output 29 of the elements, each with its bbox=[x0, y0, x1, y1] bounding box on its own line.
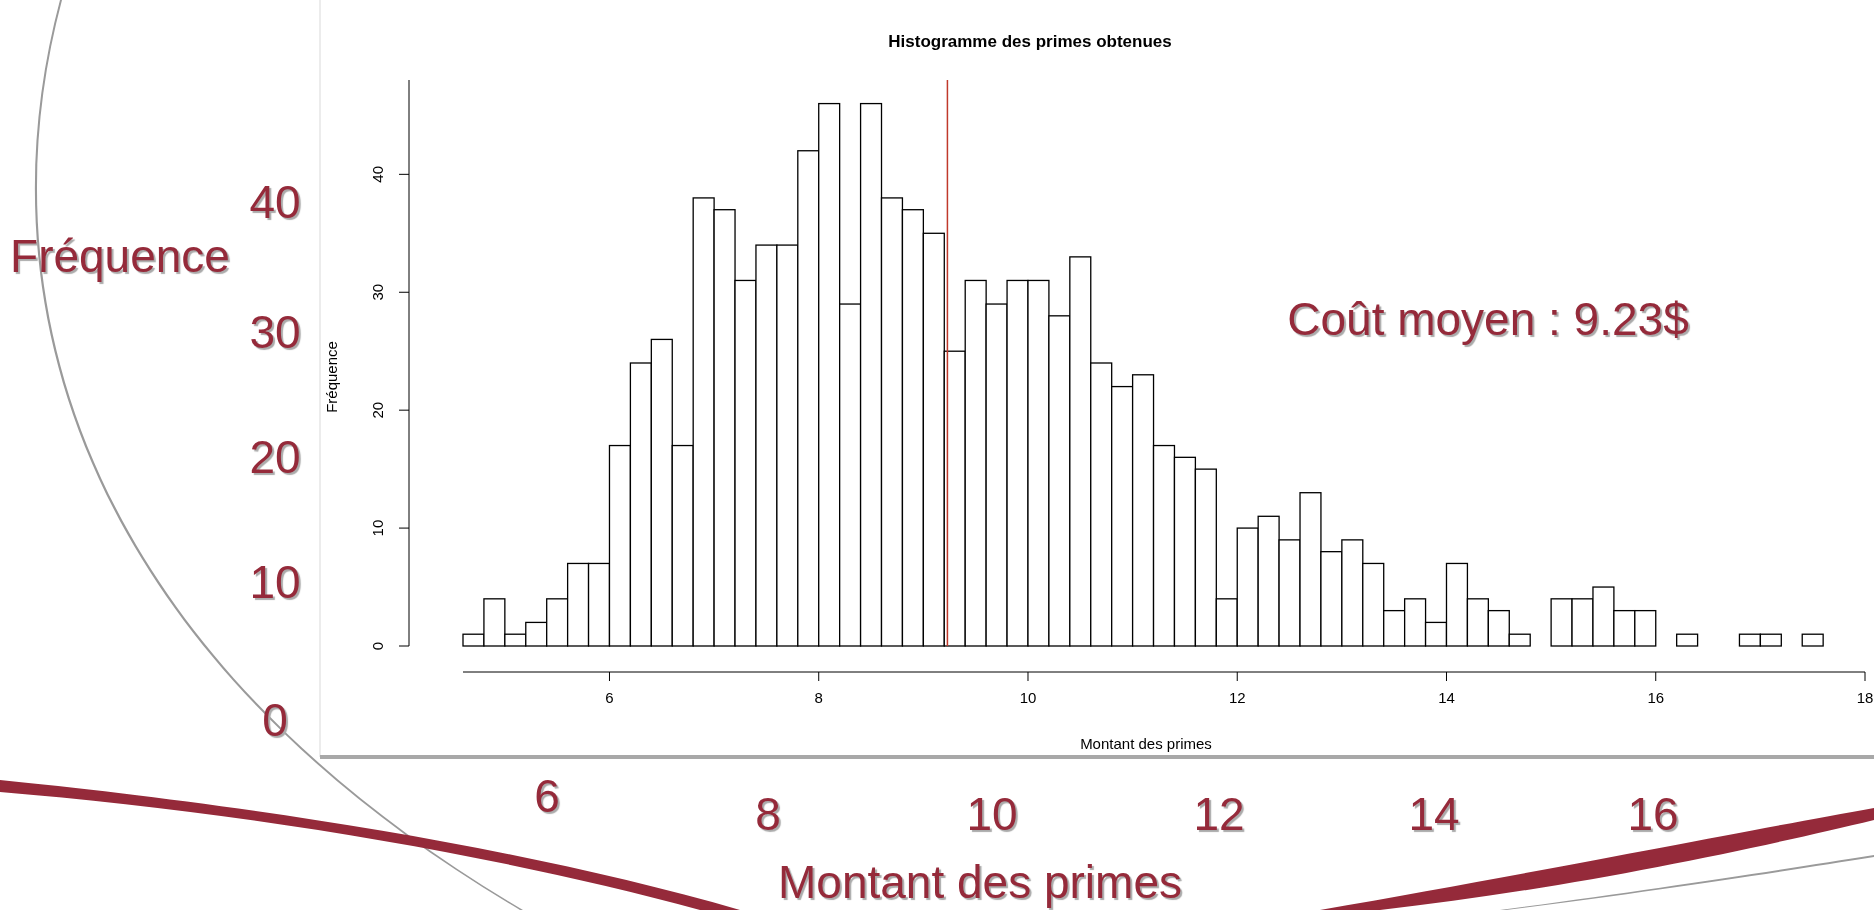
text: 0 bbox=[262, 694, 288, 746]
x-tick-label: 6 bbox=[605, 689, 614, 706]
x-tick-label: 12 bbox=[1228, 689, 1246, 706]
y-axis-title: Fréquence bbox=[323, 341, 340, 413]
x-tick-label: 8 bbox=[814, 689, 823, 706]
text: 40 bbox=[249, 176, 301, 228]
text: 12 bbox=[1193, 788, 1245, 840]
text: 10 bbox=[966, 788, 1018, 840]
x-tick-label: 18 bbox=[1856, 689, 1874, 706]
text: Fréquence bbox=[10, 230, 230, 282]
text: 14 bbox=[1408, 788, 1460, 840]
x-tick-label: 10 bbox=[1019, 689, 1037, 706]
y-tick-label: 0 bbox=[369, 641, 386, 651]
x-tick-label: 16 bbox=[1647, 689, 1665, 706]
text: 6 bbox=[534, 770, 560, 822]
text: 20 bbox=[249, 431, 301, 483]
text: 8 bbox=[755, 788, 781, 840]
text: 10 bbox=[249, 556, 301, 608]
y-tick-label: 20 bbox=[369, 401, 386, 419]
text: 30 bbox=[249, 306, 301, 358]
x-axis-title: Montant des primes bbox=[1080, 735, 1212, 752]
y-tick-label: 40 bbox=[369, 165, 386, 183]
annotation: Coût moyen : 9.23$ bbox=[1287, 293, 1689, 345]
chart-title: Histogramme des primes obtenues bbox=[888, 32, 1172, 51]
x-tick-label: 14 bbox=[1438, 689, 1455, 706]
y-tick-label: 10 bbox=[369, 519, 386, 537]
y-tick-label: 30 bbox=[369, 283, 386, 301]
text: 16 bbox=[1627, 788, 1679, 840]
text: Montant des primes bbox=[778, 856, 1182, 908]
